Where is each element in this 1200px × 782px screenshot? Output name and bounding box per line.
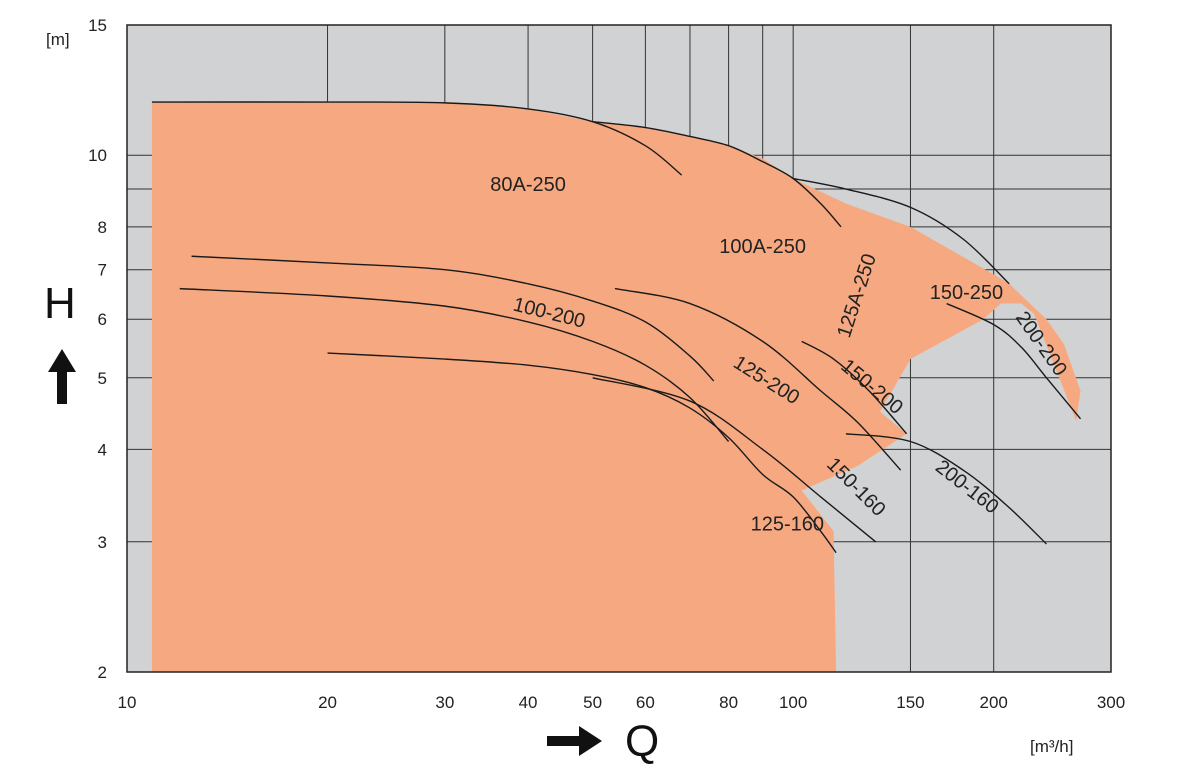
x-tick-label-80: 80 [719, 693, 738, 712]
y-tick-label-15: 15 [88, 16, 107, 35]
x-axis-letter: Q [625, 717, 659, 766]
x-tick-label-20: 20 [318, 693, 337, 712]
curve-label-100a-250: 100A-250 [719, 236, 806, 258]
curve-150-250 [946, 302, 1082, 420]
curve-100-200 [179, 287, 730, 442]
plot-frame [126, 24, 1112, 673]
y-tick-label-3: 3 [98, 533, 107, 552]
y-tick-labels: 2 3 4 5 6 7 8 10 15 [88, 16, 107, 682]
x-tick-label-100: 100 [779, 693, 807, 712]
curve-200-160 [845, 433, 1047, 545]
x-tick-label-60: 60 [636, 693, 655, 712]
x-tick-label-300: 300 [1097, 693, 1125, 712]
right-arrow-icon [547, 726, 602, 756]
curve-150-200 [801, 340, 908, 435]
y-unit-label: [m] [46, 30, 70, 49]
pump-curves [151, 101, 1082, 554]
curve-label-80a-250: 80A-250 [490, 174, 566, 196]
x-unit-label: [m³/h] [1030, 737, 1073, 756]
curve-200-200 [191, 255, 715, 382]
y-tick-label-4: 4 [98, 440, 107, 459]
up-arrow-icon [48, 349, 76, 404]
y-axis-letter: H [44, 279, 76, 328]
x-tick-label-200: 200 [980, 693, 1008, 712]
x-tick-labels: 10 20 30 40 50 60 80 100 150 200 300 [118, 693, 1126, 712]
curve-100a-250 [592, 120, 842, 228]
curve-label-150-250: 150-250 [930, 282, 1003, 304]
y-tick-label-5: 5 [98, 369, 107, 388]
curve-125-160 [327, 352, 837, 554]
curve-125a-250 [793, 177, 1010, 285]
curve-label-125-160: 125-160 [751, 513, 824, 535]
x-tick-label-150: 150 [896, 693, 924, 712]
y-tick-label-10: 10 [88, 146, 107, 165]
y-tick-label-6: 6 [98, 310, 107, 329]
y-tick-label-8: 8 [98, 218, 107, 237]
curve-150-160 [592, 377, 877, 543]
x-tick-label-30: 30 [435, 693, 454, 712]
curve-80a-250 [151, 101, 683, 176]
y-tick-label-2: 2 [98, 663, 107, 682]
y-tick-label-7: 7 [98, 261, 107, 280]
curve-125-200 [614, 287, 902, 471]
coverage-area [151, 102, 1081, 672]
x-tick-label-50: 50 [583, 693, 602, 712]
x-tick-label-10: 10 [118, 693, 137, 712]
x-tick-label-40: 40 [519, 693, 538, 712]
